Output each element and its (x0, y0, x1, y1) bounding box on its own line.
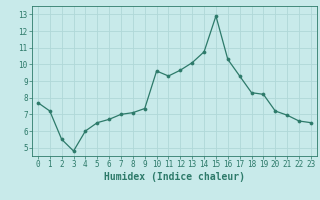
X-axis label: Humidex (Indice chaleur): Humidex (Indice chaleur) (104, 172, 245, 182)
